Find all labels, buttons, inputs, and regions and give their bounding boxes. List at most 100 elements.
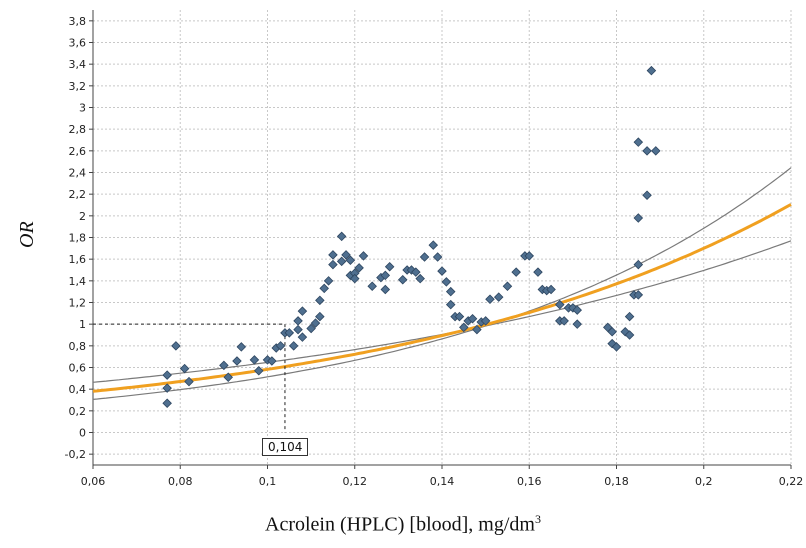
- data-point: [354, 263, 364, 273]
- data-point: [275, 341, 286, 351]
- data-point: [445, 299, 456, 310]
- grid-lines: [92, 10, 792, 465]
- data-point: [459, 322, 469, 333]
- y-tick-label: 2,2: [69, 188, 87, 201]
- data-point: [297, 332, 308, 342]
- fit-curve: [92, 203, 792, 393]
- data-point: [437, 266, 447, 276]
- data-point: [162, 370, 172, 380]
- y-tick-label: 0,6: [69, 362, 87, 375]
- y-tick-label: 3,8: [69, 15, 87, 28]
- data-point: [650, 146, 661, 156]
- data-point: [184, 376, 194, 387]
- data-point: [611, 342, 622, 352]
- data-point: [336, 231, 347, 242]
- data-point: [511, 267, 521, 277]
- x-tick-label: 0,1: [259, 475, 277, 488]
- y-tick-label: 1,4: [69, 275, 87, 288]
- data-point: [328, 250, 338, 260]
- data-point: [555, 299, 565, 310]
- data-point: [323, 276, 334, 286]
- x-axis-label-sup: 3: [534, 512, 541, 526]
- data-point: [646, 65, 657, 76]
- data-point: [411, 267, 421, 277]
- data-point: [328, 259, 338, 270]
- threshold-annotation: [93, 323, 286, 433]
- data-point: [467, 313, 478, 324]
- data-point: [480, 316, 491, 326]
- data-point: [642, 190, 652, 201]
- data-point: [380, 270, 391, 281]
- data-point: [633, 290, 644, 300]
- data-point: [441, 277, 452, 287]
- x-tick-label: 0,08: [168, 475, 193, 488]
- y-tick-label: 1: [79, 318, 86, 331]
- data-point: [315, 311, 325, 322]
- x-tick-label: 0,16: [517, 475, 542, 488]
- x-axis-label-text: Acrolein (HPLC) [blood], mg/dm: [265, 513, 535, 536]
- y-tick-label: 3,4: [69, 58, 87, 71]
- data-point: [284, 328, 295, 338]
- y-tick-label: 1,6: [69, 253, 87, 266]
- y-tick-label: 0,2: [69, 405, 87, 418]
- data-point: [633, 137, 644, 147]
- data-point: [249, 355, 260, 365]
- tick-labels: -0,2 0 0,2 0,4 0,6 0,8 1 1,2 1,4 1,6 1,8 2 2,2 2,4 2,6…: [65, 15, 804, 488]
- data-point: [432, 252, 443, 262]
- data-point: [380, 284, 391, 295]
- y-tick-label: 1,2: [69, 297, 87, 310]
- data-point: [472, 324, 482, 335]
- x-tick-label: 0,22: [779, 475, 804, 488]
- data-point: [633, 213, 644, 223]
- data-point: [620, 326, 630, 337]
- y-tick-label: 2,4: [69, 167, 87, 180]
- data-point: [319, 283, 329, 294]
- x-tick-label: 0,2: [695, 475, 713, 488]
- y-tick-label: 3,6: [69, 37, 87, 50]
- data-point: [384, 261, 395, 272]
- data-point: [179, 363, 190, 374]
- y-tick-label: 0,4: [69, 383, 87, 396]
- data-point: [624, 311, 635, 322]
- y-tick-label: 0,8: [69, 340, 87, 353]
- data-point: [559, 316, 569, 326]
- x-tick-label: 0,12: [343, 475, 368, 488]
- data-point: [633, 259, 644, 270]
- data-point: [428, 240, 439, 250]
- data-point: [607, 326, 617, 337]
- data-point: [254, 365, 264, 376]
- data-point: [293, 324, 303, 335]
- x-tick-label: 0,14: [430, 475, 455, 488]
- x-axis-label: Acrolein (HPLC) [blood], mg/dm3: [0, 512, 806, 537]
- data-point: [367, 281, 377, 292]
- data-point: [419, 252, 430, 262]
- data-point: [223, 372, 234, 383]
- y-tick-label: 0: [79, 427, 86, 440]
- y-tick-label: 1,8: [69, 232, 87, 245]
- data-point: [162, 398, 172, 409]
- data-point: [336, 256, 347, 267]
- data-point: [297, 306, 308, 316]
- data-point: [306, 323, 316, 334]
- y-axis-label: OR: [16, 221, 38, 248]
- x-tick-label: 0,06: [81, 475, 106, 488]
- data-point: [572, 305, 583, 315]
- data-point: [358, 251, 369, 261]
- data-point: [524, 251, 535, 261]
- data-point: [533, 267, 543, 277]
- data-point: [607, 338, 617, 349]
- annotation-label: 0,104: [262, 438, 309, 456]
- data-point: [315, 295, 325, 306]
- y-tick-label: 2: [79, 210, 86, 223]
- data-points: [162, 65, 661, 409]
- axes: [89, 10, 792, 469]
- data-point: [310, 318, 321, 328]
- data-point: [349, 273, 360, 284]
- data-point: [232, 356, 242, 366]
- data-point: [485, 294, 495, 305]
- data-point: [502, 281, 513, 292]
- data-point: [546, 284, 556, 295]
- data-point: [454, 311, 465, 322]
- data-point: [445, 286, 456, 297]
- data-point: [293, 316, 303, 326]
